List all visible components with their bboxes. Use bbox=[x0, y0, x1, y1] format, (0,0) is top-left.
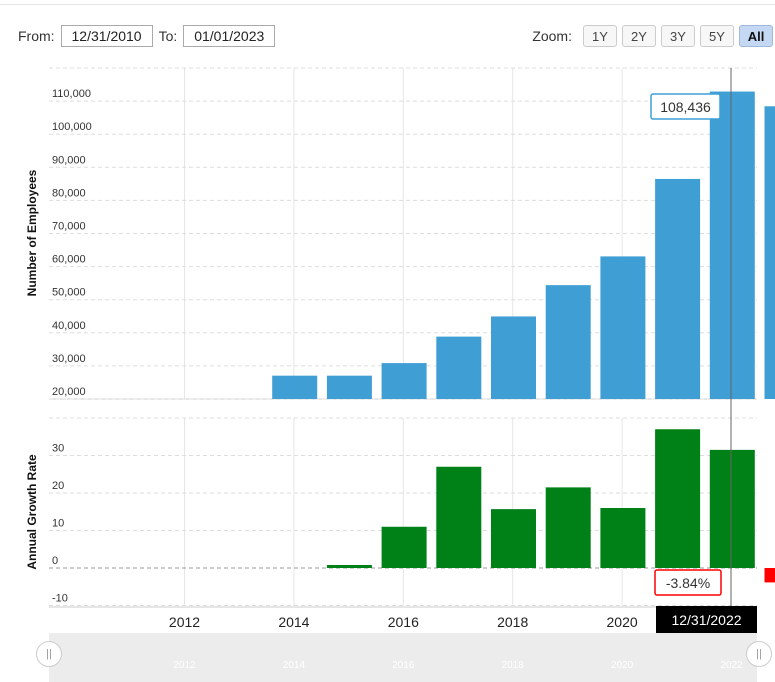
employees-y-axis-title: Number of Employees bbox=[25, 169, 39, 296]
growth-y-tick-label: 30 bbox=[52, 443, 64, 455]
date-range-selector: From: 12/31/2010 To: 01/01/2023 bbox=[18, 25, 281, 47]
employees-bar-2013 bbox=[272, 375, 318, 399]
top-border bbox=[0, 4, 775, 5]
zoom-controls: Zoom: 1Y 2Y 3Y 5Y All bbox=[532, 25, 773, 47]
x-tick-label: 2016 bbox=[388, 614, 419, 630]
crosshair-date-box bbox=[656, 606, 757, 633]
growth-bar-2018 bbox=[545, 487, 591, 568]
growth-bar-2017 bbox=[491, 509, 536, 568]
employees-bar-2020 bbox=[655, 178, 701, 399]
growth-tooltip: -3.84% bbox=[666, 575, 710, 591]
from-label: From: bbox=[18, 28, 55, 44]
employees-bar-2022 bbox=[764, 106, 775, 399]
x-tick-label: 2020 bbox=[607, 614, 638, 630]
employees-bar-2017 bbox=[491, 316, 536, 399]
employees-y-tick-label: 100,000 bbox=[52, 121, 92, 133]
employees-bar-2015 bbox=[381, 363, 427, 399]
to-label: To: bbox=[158, 28, 178, 44]
zoom-label: Zoom: bbox=[532, 28, 572, 44]
growth-bar-2016 bbox=[436, 466, 482, 568]
employees-y-tick-label: 30,000 bbox=[52, 353, 86, 365]
from-date-input[interactable]: 12/31/2010 bbox=[60, 25, 153, 47]
growth-bar-2014 bbox=[326, 565, 372, 568]
employees-tooltip-box bbox=[650, 93, 721, 120]
employees-y-tick-label: 40,000 bbox=[52, 320, 86, 332]
navigator-track[interactable] bbox=[49, 633, 757, 682]
x-tick-label: 2018 bbox=[497, 614, 528, 630]
growth-bar-2015 bbox=[381, 526, 427, 568]
growth-y-tick-label: -10 bbox=[52, 593, 68, 605]
employees-y-tick-label: 70,000 bbox=[52, 221, 86, 233]
employees-y-tick-label: 90,000 bbox=[52, 154, 86, 166]
x-tick-label: 2014 bbox=[278, 614, 309, 630]
crosshair-date-label: 12/31/2022 bbox=[671, 612, 741, 628]
employees-bar-2014 bbox=[326, 375, 372, 399]
zoom-3y-button[interactable]: 3Y bbox=[661, 25, 695, 47]
growth-tooltip-box bbox=[654, 569, 722, 596]
employees-bar-2016 bbox=[436, 336, 482, 399]
navigator-right-handle[interactable]: || bbox=[746, 641, 772, 667]
employees-bar-2019 bbox=[600, 256, 646, 399]
zoom-all-button[interactable]: All bbox=[739, 25, 773, 47]
employees-y-tick-label: 110,000 bbox=[52, 88, 91, 100]
zoom-1y-button[interactable]: 1Y bbox=[583, 25, 617, 47]
to-date-input[interactable]: 01/01/2023 bbox=[183, 25, 276, 47]
growth-y-tick-label: 20 bbox=[52, 480, 64, 492]
growth-bar-2020 bbox=[655, 429, 701, 568]
employees-y-tick-label: 50,000 bbox=[52, 287, 86, 299]
x-tick-label: 2012 bbox=[169, 614, 200, 630]
growth-bar-2021 bbox=[709, 449, 755, 568]
growth-y-axis-title: Annual Growth Rate bbox=[25, 454, 39, 570]
employees-bar-2018 bbox=[545, 285, 591, 399]
employees-y-tick-label: 80,000 bbox=[52, 187, 86, 199]
employees-y-tick-label: 60,000 bbox=[52, 254, 86, 266]
growth-y-tick-label: 0 bbox=[52, 555, 58, 567]
zoom-5y-button[interactable]: 5Y bbox=[700, 25, 734, 47]
growth-bar-2019 bbox=[600, 508, 646, 568]
employees-bar-2021 bbox=[709, 91, 755, 400]
zoom-2y-button[interactable]: 2Y bbox=[622, 25, 656, 47]
employees-y-tick-label: 20,000 bbox=[52, 386, 86, 398]
growth-y-tick-label: 10 bbox=[52, 518, 64, 530]
growth-bar-2022 bbox=[764, 568, 775, 583]
employees-tooltip: 108,436 bbox=[660, 99, 711, 115]
navigator-left-handle[interactable]: || bbox=[36, 641, 62, 667]
